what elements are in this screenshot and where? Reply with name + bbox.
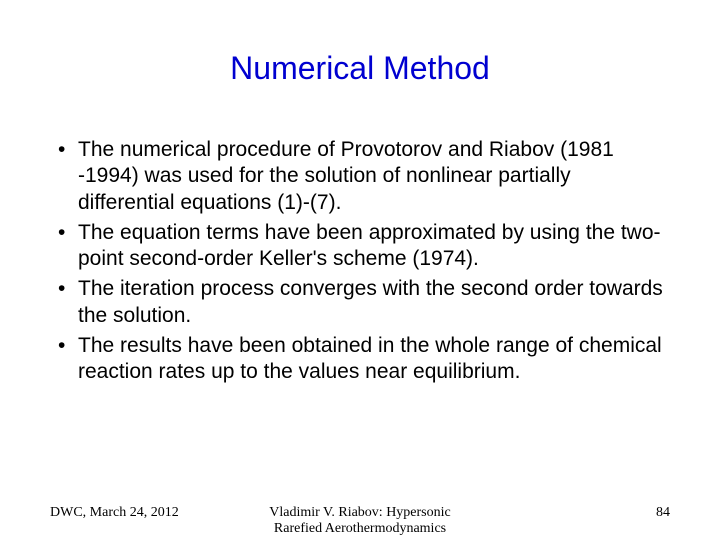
list-item: The numerical procedure of Provotorov an…: [78, 137, 670, 216]
bullet-list: The numerical procedure of Provotorov an…: [50, 137, 670, 385]
list-item: The equation terms have been approximate…: [78, 220, 670, 273]
footer-author-line1: Vladimir V. Riabov: Hypersonic: [269, 505, 450, 521]
slide: Numerical Method The numerical procedure…: [0, 0, 720, 540]
list-item: The results have been obtained in the wh…: [78, 333, 670, 386]
footer-author: Vladimir V. Riabov: Hypersonic Rarefied …: [0, 505, 720, 537]
footer-page-number: 84: [656, 505, 670, 521]
footer-author-line2: Rarefied Aerothermodynamics: [269, 521, 450, 537]
slide-title: Numerical Method: [50, 50, 670, 87]
list-item: The iteration process converges with the…: [78, 276, 670, 329]
